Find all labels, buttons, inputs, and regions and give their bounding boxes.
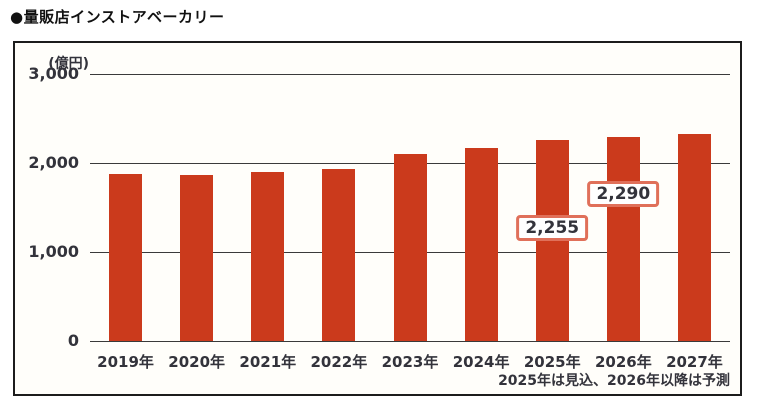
bar-2022年 (322, 169, 356, 341)
bar-2020年 (180, 175, 214, 341)
x-tick-label: 2019年 (97, 353, 154, 371)
x-tick-label: 2023年 (381, 353, 439, 371)
bar-2019年 (109, 174, 143, 341)
x-tick-label: 2021年 (239, 353, 297, 371)
bar-2024年 (464, 148, 498, 341)
value-callout-2025年: 2,255 (516, 215, 589, 241)
bar-2026年 (606, 137, 640, 341)
x-tick-label: 2026年 (594, 353, 652, 371)
page-title: ●量販店インストアベーカリー (10, 8, 225, 26)
x-tick-label: 2027年 (666, 353, 723, 371)
chart-panel: (億円) 2,255 2,290 2025年は見込、2026年以降は予測 3,00… (13, 41, 742, 396)
bar-2021年 (251, 172, 285, 341)
x-tick-label: 2025年 (523, 353, 581, 371)
forecast-footnote: 2025年は見込、2026年以降は予測 (498, 373, 730, 389)
y-tick-label: 3,000 (28, 64, 79, 83)
y-tick-label: 2,000 (28, 153, 79, 172)
value-callout-2026年: 2,290 (587, 181, 660, 207)
x-tick-label: 2022年 (310, 353, 368, 371)
plot-area: 2,255 2,290 (90, 74, 730, 342)
x-tick-label: 2020年 (168, 353, 226, 371)
bar-2023年 (393, 154, 427, 341)
y-tick-label: 0 (67, 331, 79, 350)
gridline-0 (90, 341, 730, 342)
y-tick-label: 1,000 (28, 242, 79, 261)
y-axis-unit-label: (億円) (48, 56, 89, 72)
x-tick-label: 2024年 (452, 353, 510, 371)
gridline-3000 (90, 74, 730, 75)
bar-2027年 (677, 133, 711, 341)
